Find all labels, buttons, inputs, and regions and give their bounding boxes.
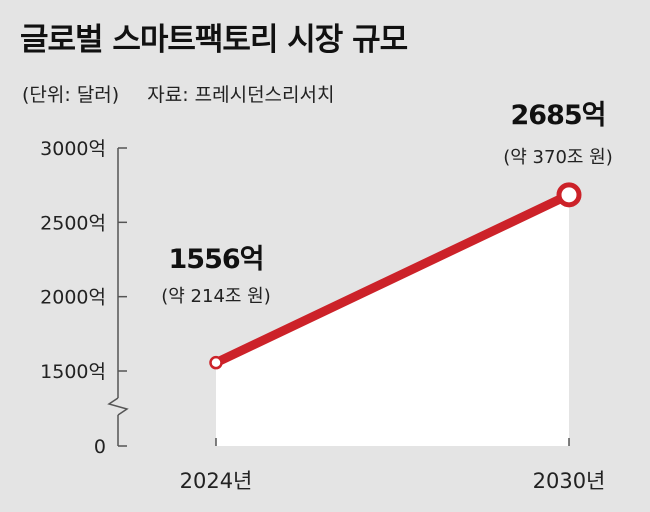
data-label-value: 2685억 (511, 100, 606, 131)
y-tick-label: 2500억 (40, 212, 106, 234)
unit-note: (단위: 달러) (22, 84, 120, 106)
data-label-note: (약 214조 원) (161, 286, 271, 307)
data-point (209, 355, 223, 370)
data-labels: 1556억 (약 214조 원) 2685억 (약 370조 원) (161, 100, 613, 307)
x-axis: 2024년 2030년 (180, 438, 606, 493)
y-tick-label: 2000억 (40, 287, 106, 309)
y-tick-label: 3000억 (40, 138, 106, 160)
chart-title: 글로벌 스마트팩토리 시장 규모 (20, 22, 408, 58)
y-tick-label: 0 (94, 436, 106, 458)
data-label-value: 1556억 (169, 244, 264, 275)
y-tick-label: 1500억 (40, 361, 106, 383)
series-line (211, 190, 574, 368)
y-axis-break (107, 397, 129, 416)
source-note: 자료: 프레시던스리서치 (147, 84, 335, 106)
data-label-note: (약 370조 원) (503, 147, 613, 168)
data-point (556, 182, 582, 208)
chart-subinfo: (단위: 달러) 자료: 프레시던스리서치 (22, 80, 334, 107)
y-axis: 0 1500억 2000억 2500억 3000억 (40, 138, 129, 458)
x-tick-label: 2030년 (533, 469, 606, 493)
data-points (209, 182, 582, 370)
area-fill (216, 194, 569, 446)
x-tick-label: 2024년 (180, 469, 253, 493)
